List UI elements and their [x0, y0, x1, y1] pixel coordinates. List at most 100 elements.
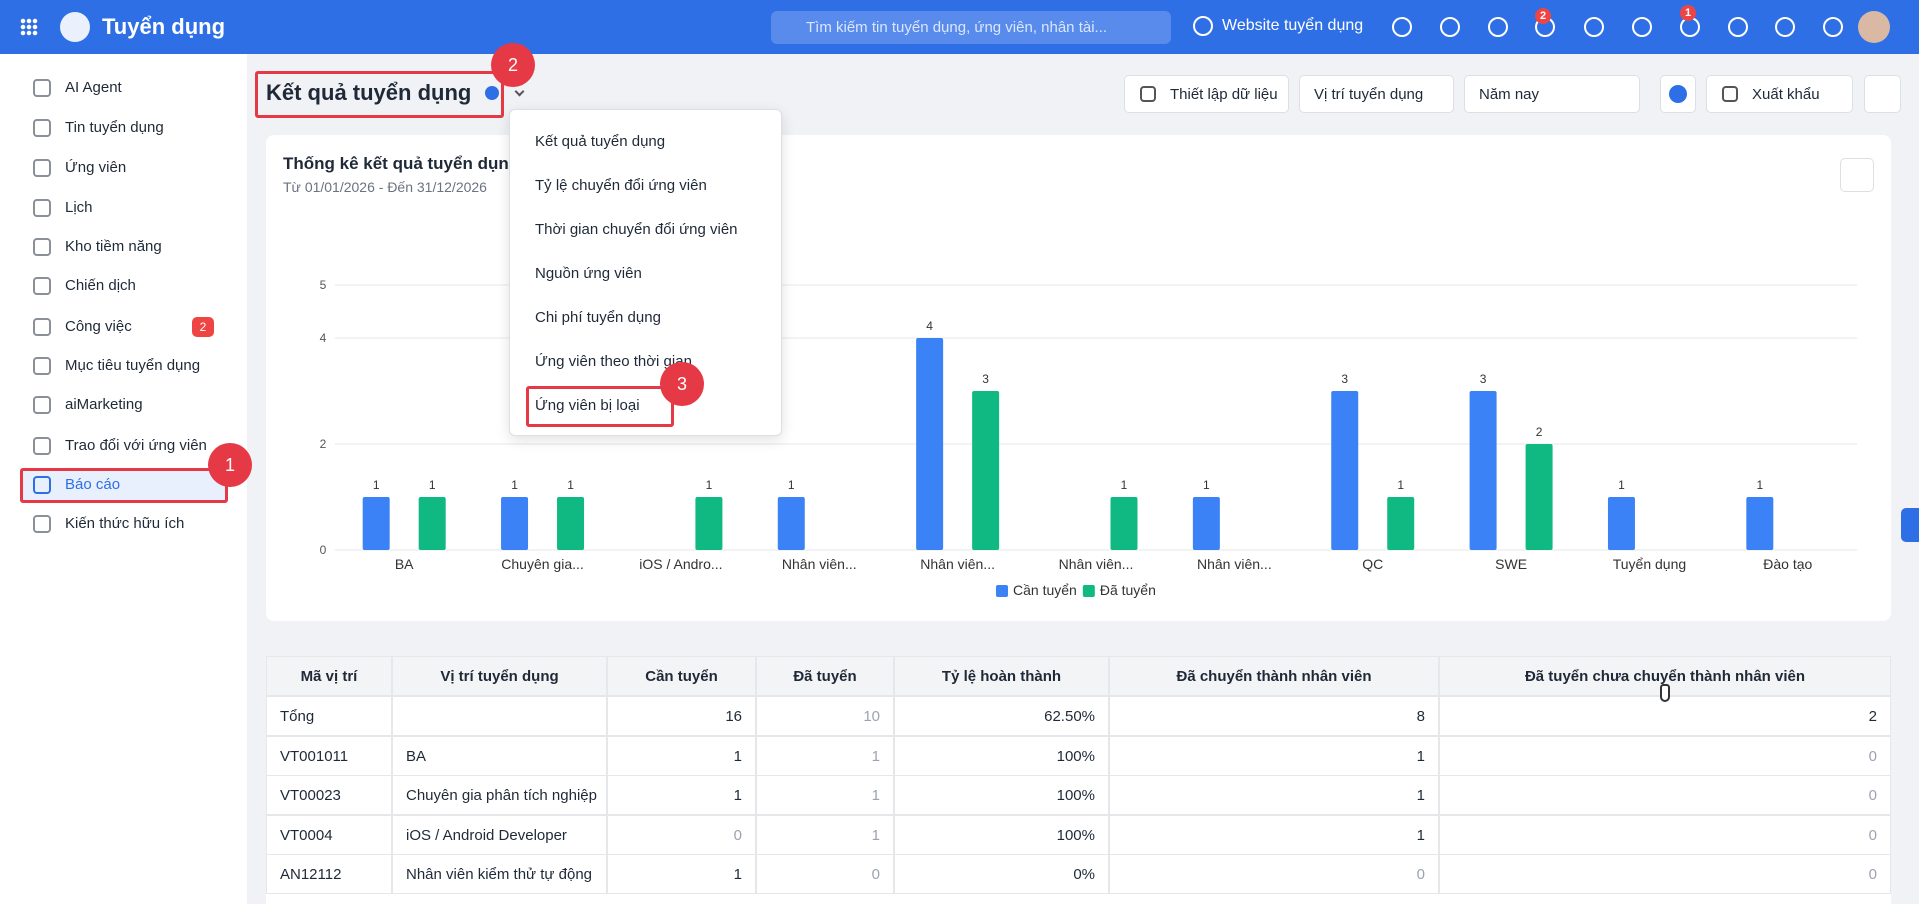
icon — [33, 277, 51, 295]
icon — [33, 396, 51, 414]
apps-icon[interactable] — [20, 18, 38, 36]
dropdown-item[interactable]: Chi phí tuyển dụng — [535, 309, 661, 326]
table-cell: 1 — [607, 854, 756, 894]
top-bar: Tuyển dụng Tìm kiếm tin tuyển dụng, ứng v… — [0, 0, 1919, 54]
value-label: 1 — [567, 478, 574, 492]
website-link[interactable]: Website tuyển dụng — [1222, 17, 1364, 34]
value-label: 1 — [1203, 478, 1210, 492]
icon — [1728, 17, 1748, 37]
bar — [557, 497, 585, 550]
x-tick-label: QC — [1362, 556, 1383, 572]
header-button[interactable]: Vị trí tuyển dụng — [1299, 75, 1454, 113]
sidebar-item[interactable]: aiMarketing — [65, 396, 143, 413]
x-tick-label: SWE — [1495, 556, 1527, 572]
value-label: 1 — [429, 478, 436, 492]
value-label: 1 — [1756, 478, 1763, 492]
table-cell: iOS / Android Developer — [392, 814, 607, 855]
active-bg — [20, 468, 228, 503]
table-cell: 1 — [607, 775, 756, 815]
avatar — [1858, 11, 1890, 43]
value-label: 1 — [1121, 478, 1128, 492]
dropdown-menu: Kết quả tuyển dụng Tỷ lệ chuyển đổi ứng v… — [509, 109, 782, 436]
sidebar-item[interactable]: Báo cáo — [65, 476, 121, 493]
table-cell: 0% — [894, 854, 1109, 894]
x-tick-label: Nhân viên... — [920, 556, 995, 572]
table-cell: 0 — [1109, 854, 1439, 894]
sidebar-item[interactable]: Kho tiềm năng — [65, 238, 162, 255]
table-cell: 8 — [1109, 696, 1439, 736]
filter-button[interactable] — [1864, 75, 1901, 113]
header-button[interactable]: Năm nay — [1464, 75, 1640, 113]
sidebar-item[interactable]: Chiến dịch — [65, 277, 136, 294]
cursor — [1660, 684, 1670, 702]
table-cell: 1 — [756, 814, 894, 855]
title-highlight — [255, 71, 504, 118]
badge: 2 — [192, 317, 214, 337]
sidebar-item[interactable]: Công việc — [65, 318, 132, 335]
settings-button[interactable] — [1840, 158, 1874, 192]
value-label: 3 — [982, 372, 989, 386]
dropdown-item[interactable]: Tỷ lệ chuyển đổi ứng viên — [535, 177, 707, 194]
caret[interactable] — [514, 86, 525, 97]
cart-badge: 2 — [1535, 8, 1551, 24]
sidebar-item[interactable]: AI Agent — [65, 79, 122, 96]
dropdown-item[interactable]: Ứng viên theo thời gian — [535, 353, 692, 370]
logo — [60, 12, 90, 42]
chat-icon — [1669, 85, 1687, 103]
search-box[interactable]: Tìm kiếm tin tuyển dụng, ứng viên, nhân … — [771, 11, 1171, 44]
table-cell: 1 — [607, 735, 756, 776]
table-cell: 0 — [1439, 735, 1891, 776]
bar — [1607, 497, 1635, 550]
y-tick-label: 0 — [320, 543, 327, 557]
table-cell: VT00023 — [266, 775, 392, 815]
sidebar-item[interactable]: Ứng viên — [65, 159, 127, 176]
bar — [1387, 497, 1415, 550]
table-cell: 1 — [756, 735, 894, 776]
header-button[interactable]: Thiết lập dữ liệu — [1124, 75, 1289, 113]
x-tick-label: Nhân viên... — [782, 556, 857, 572]
bar — [972, 391, 1000, 550]
table-cell: 1 — [1109, 814, 1439, 855]
value-label: 2 — [1536, 425, 1543, 439]
table-cell: 0 — [1439, 814, 1891, 855]
table-cell: 62.50% — [894, 696, 1109, 736]
icon — [33, 238, 51, 256]
side-tab[interactable] — [1901, 508, 1919, 542]
header-button[interactable]: Xuất khẩu — [1706, 75, 1853, 113]
sidebar: AI Agent Tin tuyển dụng Ứng viên Lịch Kho ti… — [0, 54, 247, 904]
icon — [1488, 17, 1508, 37]
dropdown-item[interactable]: Ứng viên bị loại — [535, 397, 640, 414]
icon — [33, 318, 51, 336]
x-tick-label: Nhân viên... — [1197, 556, 1272, 572]
table-header: Mã vị trí — [266, 656, 392, 696]
bar — [1746, 497, 1774, 550]
table-cell: VT0004 — [266, 814, 392, 855]
icon — [1584, 17, 1604, 37]
dropdown-item[interactable]: Kết quả tuyển dụng — [535, 133, 666, 150]
table-cell: Tổng — [266, 696, 392, 736]
dropdown-item[interactable]: Nguồn ứng viên — [535, 265, 642, 282]
table-cell: 100% — [894, 814, 1109, 855]
icon — [33, 515, 51, 533]
value-label: 3 — [1480, 372, 1487, 386]
bar — [777, 497, 805, 550]
sidebar-item[interactable]: Mục tiêu tuyển dụng — [65, 357, 201, 374]
icon — [1823, 17, 1843, 37]
sidebar-item[interactable]: Lịch — [65, 199, 93, 216]
table-header: Đã tuyển chưa chuyển thành nhân viên — [1439, 656, 1891, 696]
icon — [1632, 17, 1652, 37]
notification-badge: 1 — [1680, 5, 1696, 21]
bar — [362, 497, 390, 550]
page-title: Kết quả tuyển dụng — [266, 80, 472, 105]
table-cell: Nhân viên kiểm thử tự động — [392, 854, 607, 894]
sidebar-item[interactable]: Tin tuyển dụng — [65, 119, 164, 136]
icon — [33, 159, 51, 177]
sidebar-item[interactable]: Trao đổi với ứng viên — [65, 437, 207, 454]
bar — [1469, 391, 1497, 550]
table-cell: Chuyên gia phân tích nghiệp — [392, 775, 607, 815]
value-label: 1 — [788, 478, 795, 492]
sidebar-item[interactable]: Kiến thức hữu ích — [65, 515, 185, 532]
item-highlight — [526, 386, 674, 427]
table-cell: 1 — [756, 775, 894, 815]
dropdown-item[interactable]: Thời gian chuyển đổi ứng viên — [535, 221, 738, 238]
